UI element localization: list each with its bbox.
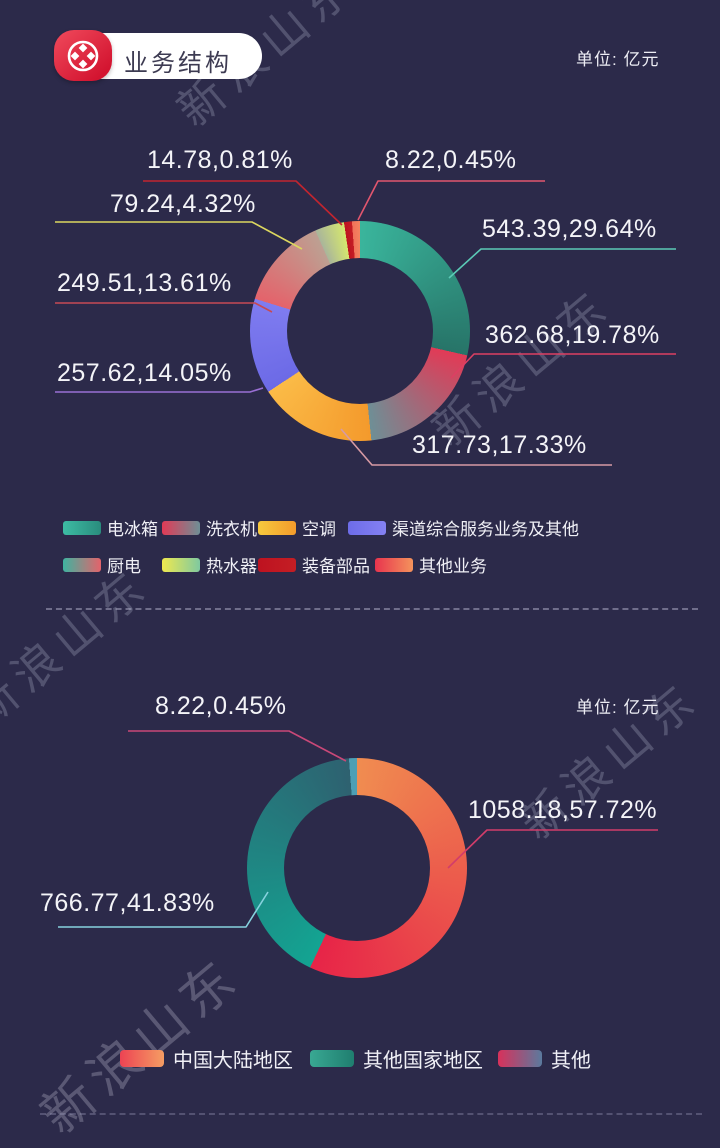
data-label-channel: 257.62,14.05%: [57, 359, 232, 387]
data-label-overseas: 766.77,41.83%: [40, 889, 215, 917]
donut-hole: [287, 258, 433, 404]
dashed-divider: [40, 1113, 702, 1115]
legend-item-other-region: 其他: [498, 1044, 591, 1073]
legend-swatch: [375, 557, 413, 572]
legend-swatch: [63, 520, 101, 535]
legend-label: 渠道综合服务业务及其他: [392, 520, 579, 539]
unit-label-chart1: 单位: 亿元: [576, 50, 660, 69]
legend-swatch: [162, 557, 200, 572]
donut-chart-business: [250, 221, 470, 441]
donut-hole: [284, 795, 430, 941]
data-label-aircon: 317.73,17.33%: [412, 431, 587, 459]
label-line-fridge: [448, 248, 676, 279]
dashed-divider: [46, 608, 698, 610]
label-line-kitchen: [55, 302, 273, 313]
legend-swatch: [120, 1050, 164, 1067]
donut-chart-region: [247, 758, 467, 978]
data-label-other-business: 8.22,0.45%: [385, 146, 517, 174]
label-line-other-region: [128, 730, 347, 762]
legend-item-equipment: 装备部品: [258, 552, 370, 577]
watermark: 新浪山东: [0, 557, 160, 737]
data-label-fridge: 543.39,29.64%: [482, 215, 657, 243]
legend-item-kitchen: 厨电: [63, 552, 141, 577]
legend-swatch: [498, 1050, 542, 1067]
data-label-equipment: 14.78,0.81%: [147, 146, 293, 174]
legend-swatch: [258, 520, 296, 535]
legend-label: 其他: [551, 1050, 591, 1072]
label-line-washer: [450, 353, 676, 379]
legend-item-aircon: 空调: [258, 515, 336, 540]
watermark: 新浪山东: [30, 946, 253, 1146]
unit-label-chart2: 单位: 亿元: [576, 698, 660, 717]
data-label-other-region: 8.22,0.45%: [155, 692, 287, 720]
legend-label: 其他国家地区: [363, 1050, 483, 1072]
data-label-washer: 362.68,19.78%: [485, 321, 660, 349]
legend-item-channel: 渠道综合服务业务及其他: [348, 515, 579, 540]
legend-swatch: [310, 1050, 354, 1067]
legend-swatch: [258, 557, 296, 572]
legend-item-mainland: 中国大陆地区: [120, 1044, 293, 1073]
badge-logo: [54, 30, 112, 81]
legend-swatch: [63, 557, 101, 572]
page-title: 业务结构: [124, 50, 232, 77]
legend-label: 热水器: [206, 557, 257, 576]
legend-item-water-heater: 热水器: [162, 552, 257, 577]
data-label-kitchen: 249.51,13.61%: [57, 269, 232, 297]
legend-label: 电冰箱: [107, 520, 158, 539]
legend-label: 空调: [302, 520, 336, 539]
legend-swatch: [348, 520, 386, 535]
legend-label: 洗衣机: [206, 520, 257, 539]
label-line-mainland: [447, 829, 658, 869]
legend-label: 装备部品: [302, 557, 370, 576]
legend-label: 其他业务: [419, 557, 487, 576]
legend-label: 厨电: [107, 557, 141, 576]
legend-swatch: [162, 520, 200, 535]
legend-item-fridge: 电冰箱: [63, 515, 158, 540]
legend-label: 中国大陆地区: [173, 1050, 293, 1072]
badge-logo-icon: [67, 40, 99, 71]
data-label-water-heater: 79.24,4.32%: [110, 190, 256, 218]
legend-item-overseas: 其他国家地区: [310, 1044, 483, 1073]
label-line-channel: [55, 387, 264, 393]
legend-item-other-business: 其他业务: [375, 552, 487, 577]
label-line-water-heater: [55, 221, 303, 250]
data-label-mainland: 1058.18,57.72%: [468, 796, 658, 824]
legend-item-washer: 洗衣机: [162, 515, 257, 540]
